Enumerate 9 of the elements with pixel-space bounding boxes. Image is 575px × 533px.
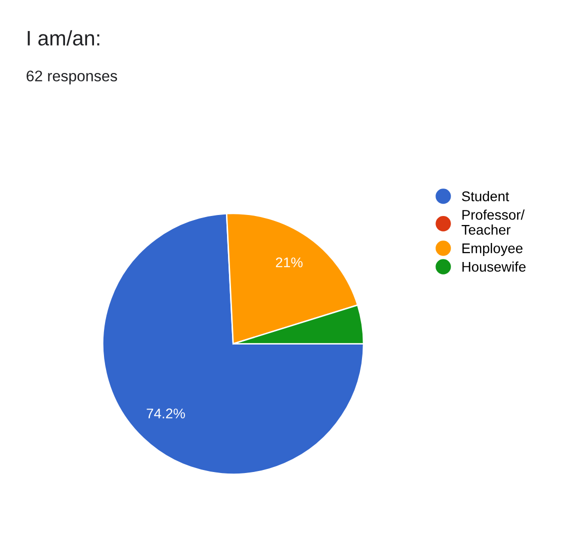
data-label: 74.2% [146,408,185,418]
data-label: 21% [276,257,303,268]
pie-slice [102,212,364,475]
legend-label: Professor/ Teacher [462,210,525,235]
chart-title: I am/an: [28,30,100,46]
chart-subtitle: 62 responses [26,70,118,84]
legend-label: Employee [462,243,522,256]
legend-label: Housewife [462,262,526,272]
legend-label: Student [462,191,510,202]
